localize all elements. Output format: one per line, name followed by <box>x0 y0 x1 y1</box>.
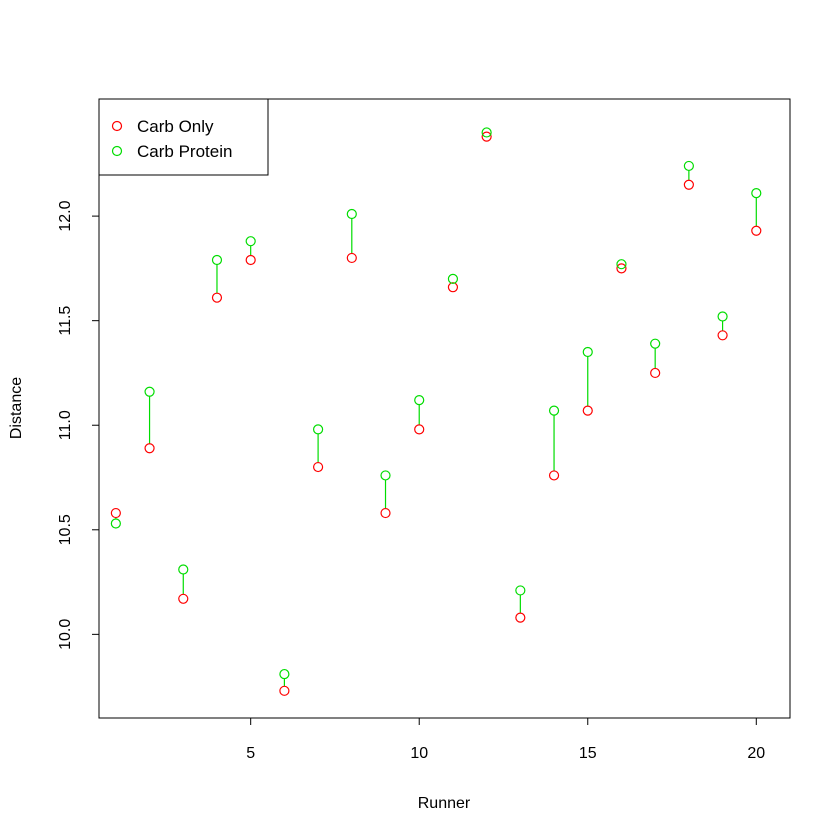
legend-label-carb-protein: Carb Protein <box>137 142 232 161</box>
point-carb-protein <box>211 254 223 266</box>
x-tick-label: 20 <box>747 745 765 762</box>
point-carb-protein <box>582 346 593 358</box>
plot-border <box>98 98 791 719</box>
legend-marker-carb-protein <box>111 145 123 157</box>
point-carb-protein <box>245 236 256 247</box>
point-carb-protein <box>279 668 290 680</box>
point-carb-only <box>279 685 290 696</box>
y-tick-label: 11.0 <box>57 410 74 440</box>
y-tick-label: 10.5 <box>57 514 74 545</box>
legend-marker-carb-only <box>111 120 123 132</box>
y-tick-label: 11.5 <box>57 306 74 336</box>
point-carb-protein <box>447 273 459 284</box>
point-carb-protein <box>481 127 492 138</box>
x-axis-label: Runner <box>418 795 471 812</box>
point-carb-protein <box>414 395 425 406</box>
point-carb-protein <box>346 208 357 220</box>
point-carb-only <box>515 612 526 623</box>
point-carb-only <box>346 252 357 264</box>
y-axis-label: Distance <box>8 377 25 439</box>
legend-label-carb-only: Carb Only <box>137 117 214 136</box>
point-carb-only <box>582 405 593 416</box>
point-carb-only <box>178 593 189 604</box>
point-carb-protein <box>751 188 762 199</box>
point-carb-only <box>717 330 728 341</box>
point-carb-only <box>312 461 324 473</box>
point-carb-protein <box>717 311 728 322</box>
point-carb-protein <box>380 470 391 481</box>
point-carb-only <box>144 443 155 454</box>
point-carb-only <box>447 282 459 293</box>
point-carb-protein <box>144 386 155 397</box>
point-carb-only <box>245 254 256 266</box>
point-carb-only <box>616 263 627 274</box>
point-carb-protein <box>178 564 189 575</box>
point-carb-protein <box>312 424 324 435</box>
point-carb-protein <box>515 585 526 596</box>
point-carb-only <box>211 292 223 303</box>
x-tick-label: 10 <box>410 745 428 762</box>
legend-box <box>98 98 269 176</box>
y-tick-label: 10.0 <box>57 619 74 650</box>
point-carb-protein <box>548 405 560 416</box>
y-axis: 10.0 10.5 11.0 11.5 12.0 <box>57 200 99 650</box>
x-tick-label: 15 <box>579 745 597 762</box>
point-carb-only <box>751 225 762 236</box>
point-carb-only <box>380 507 391 519</box>
point-carb-protein <box>616 259 627 270</box>
point-carb-protein <box>110 518 121 529</box>
legend: Carb Only Carb Protein <box>98 98 269 176</box>
x-axis: 5 10 15 20 <box>246 718 765 762</box>
point-carb-only <box>110 507 121 519</box>
point-carb-only <box>414 424 425 435</box>
point-carb-only <box>683 179 694 190</box>
point-carb-only <box>481 131 492 142</box>
point-carb-only <box>650 367 661 379</box>
x-tick-label: 5 <box>246 745 255 762</box>
point-carb-only <box>548 470 560 481</box>
data-points <box>110 127 762 696</box>
y-tick-label: 12.0 <box>57 200 74 231</box>
point-carb-protein <box>650 338 661 349</box>
point-carb-protein <box>683 160 694 172</box>
